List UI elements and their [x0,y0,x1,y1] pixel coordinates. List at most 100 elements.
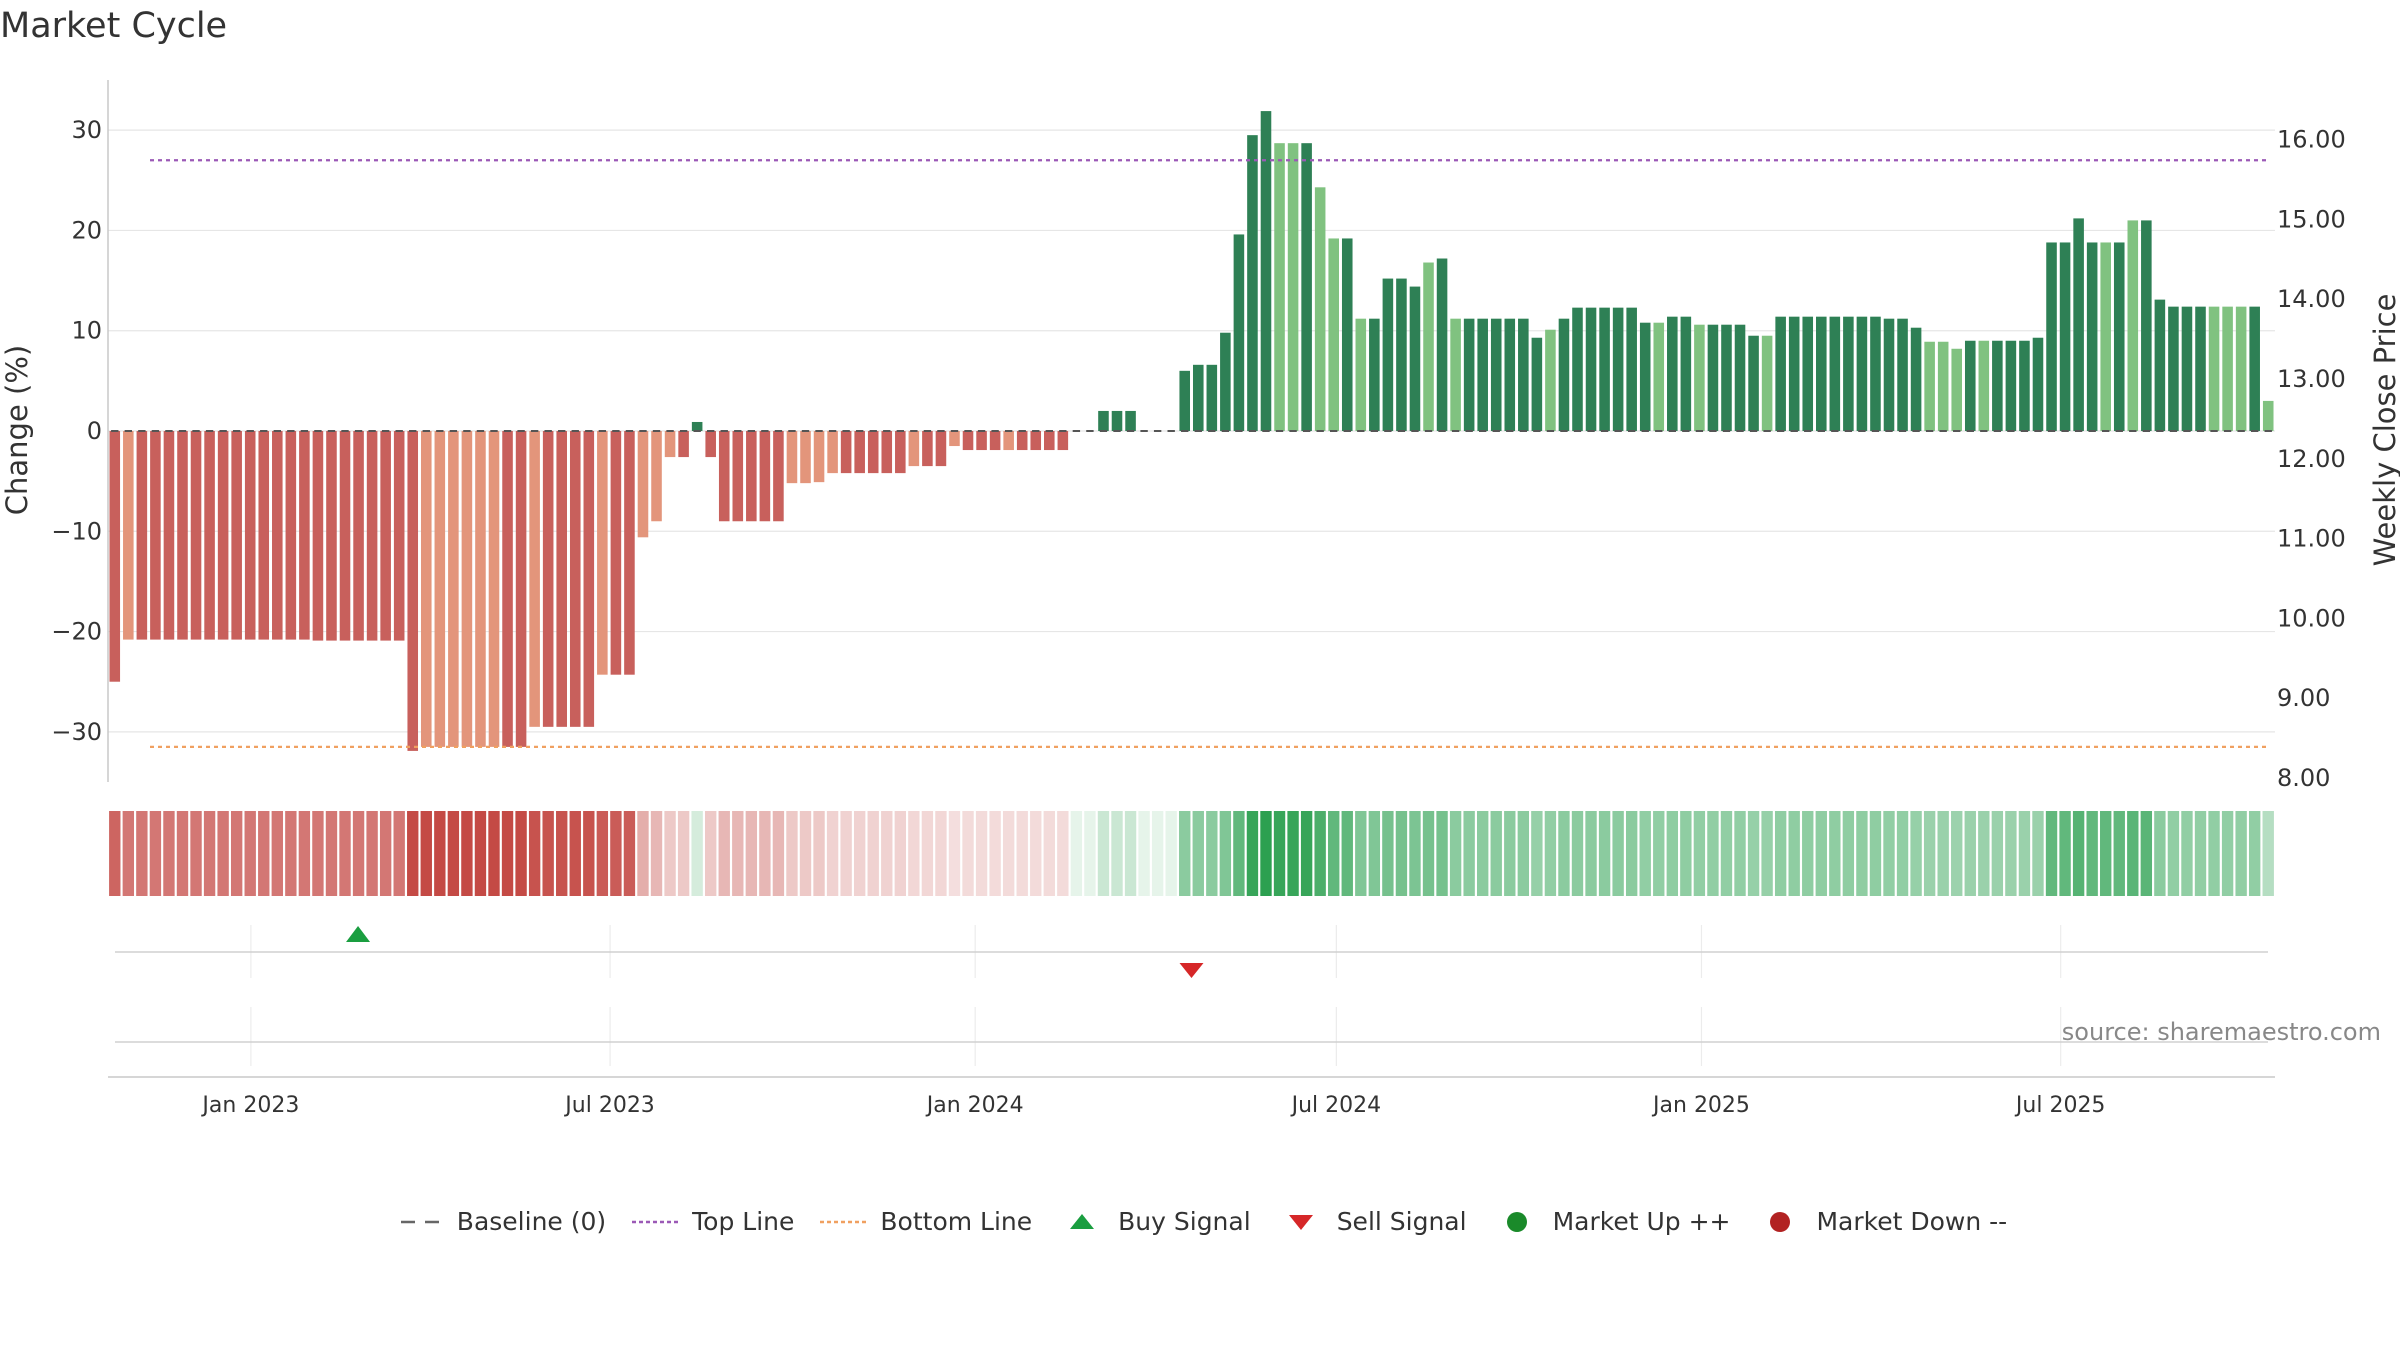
change-bar [1260,111,1272,432]
change-bar [800,431,811,484]
change-bar [502,431,513,747]
legend-label: Top Line [692,1207,795,1236]
change-bar [1883,318,1895,431]
heat-cell [1680,811,1692,896]
heat-cell [1869,811,1882,896]
change-bar [624,431,635,675]
heat-cell [122,811,135,896]
change-bar [123,431,134,640]
y2-tick-label: 9.00 [2277,684,2330,712]
change-bar [773,431,784,522]
change-bar [827,431,838,474]
legend-item-bottom: Bottom Line [816,1207,1032,1236]
heat-cell [1070,811,1083,896]
heat-cell [1707,811,1719,896]
heat-cell [1747,811,1760,896]
change-bar [542,431,554,727]
heat-cell [1856,811,1868,896]
change-bar [1748,335,1759,431]
heat-cell [176,811,189,896]
heat-cell [1449,811,1462,896]
heat-cell [1598,811,1611,896]
heat-cell [1720,811,1733,896]
change-bar [2181,306,2193,431]
change-bar [1247,135,1258,431]
change-bar [1707,324,1719,431]
sell-signal-marker [1179,963,1204,978]
heat-cell [1016,811,1028,896]
change-bar [1016,431,1028,451]
change-bar [258,431,270,640]
heat-cell [1382,811,1394,896]
heat-cell [2235,811,2247,896]
change-bar [339,431,351,641]
x-tick-label: Jul 2025 [2014,1093,2106,1118]
heat-cell [474,811,487,896]
legend-label: Baseline (0) [456,1207,607,1236]
change-bar [569,431,581,727]
heat-cell [217,811,229,896]
change-bar [1761,335,1773,431]
change-bar [393,431,405,641]
heat-cell [1490,811,1502,896]
y2-axis-title: Weekly Close Price [2368,294,2400,567]
heat-cell [786,811,798,896]
heat-cell [1043,811,1055,896]
heat-cell [1666,811,1678,896]
heat-cell [2194,811,2207,896]
change-bar [840,431,852,474]
heat-cell [1625,811,1638,896]
heat-cell [312,811,324,896]
change-bar [2046,242,2057,431]
grid-lines [108,129,2275,1066]
change-bar [854,431,865,474]
heat-cell [732,811,744,896]
y-tick-label: −30 [51,718,102,746]
y2-tick-label: 14.00 [2277,285,2346,313]
heat-cell [2086,811,2098,896]
heat-cell [285,811,297,896]
heat-cell [1653,811,1665,896]
heat-cell [203,811,216,896]
legend-label: Sell Signal [1336,1207,1467,1236]
change-bar [1192,364,1204,431]
change-bar [1897,318,1908,431]
heat-cell [1883,811,1895,896]
change-bar [1477,318,1488,431]
change-bar [1274,143,1285,431]
change-bar [2141,220,2152,431]
heat-cell [759,811,771,896]
change-bar [1856,316,1868,431]
heat-cell [1273,811,1286,896]
cycle-heat-strip [109,811,2274,896]
heat-cell [1639,811,1651,896]
change-bar [786,431,798,484]
change-bar [190,431,202,640]
heat-cell [948,811,961,896]
heat-cell [1477,811,1489,896]
change-bar [1341,238,1353,431]
change-bar [1843,316,1854,431]
heat-cell [1246,811,1259,896]
heat-cell [258,811,270,896]
heat-cell [826,811,839,896]
heat-cell [1097,811,1110,896]
heat-cell [664,811,676,896]
change-bar [1396,278,1407,431]
heat-cell [718,811,730,896]
change-bar [1599,307,1610,431]
heat-cell [840,811,852,896]
heat-cell [921,811,934,896]
change-bar [1450,318,1461,431]
heat-cell [1084,811,1096,896]
change-bar [556,431,567,727]
change-bar [705,431,716,458]
y2-tick-label: 16.00 [2277,126,2346,154]
heat-cell [1179,811,1191,896]
change-bar [1816,316,1827,431]
buy-signal-marker [346,926,371,942]
change-bar [1558,318,1570,431]
heat-cell [908,811,920,896]
change-bar [1667,316,1678,431]
signal-panel [115,926,2268,1043]
